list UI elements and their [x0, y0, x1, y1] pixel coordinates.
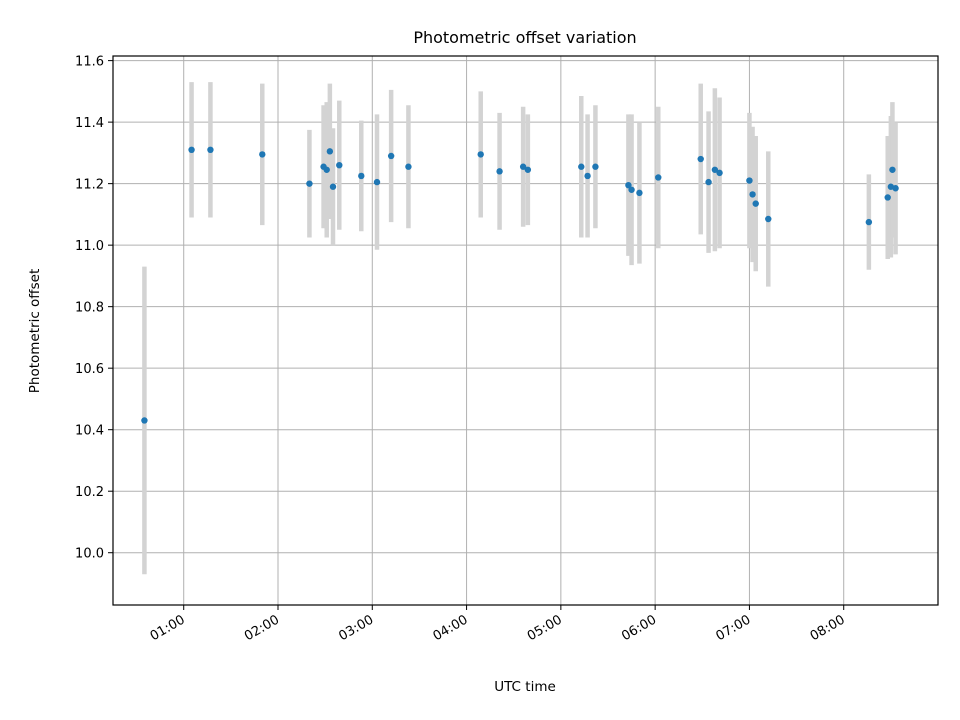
chart-title: Photometric offset variation	[413, 28, 636, 47]
data-point	[373, 178, 381, 186]
data-point	[519, 163, 527, 170]
x-tick-layer: 01:00 02:00 03:00 04:00 05:00 06:00 07:00 08:00	[148, 605, 848, 644]
x-tick-label: 03:00	[336, 612, 376, 644]
data-point	[752, 200, 759, 207]
data-point	[141, 417, 148, 424]
data-point	[496, 168, 503, 175]
y-tick-label: 10.2	[75, 485, 104, 500]
data-point	[329, 183, 337, 190]
data-point	[405, 163, 412, 170]
data-point	[387, 152, 395, 160]
x-tick-label: 05:00	[525, 612, 565, 644]
data-point	[711, 166, 719, 173]
y-axis-label: Photometric offset	[27, 269, 43, 393]
y-tick-label: 10.8	[75, 301, 104, 316]
data-point	[477, 151, 484, 158]
data-point	[323, 166, 330, 173]
data-point	[889, 166, 896, 173]
data-point	[636, 189, 643, 197]
data-point	[749, 191, 756, 198]
data-point	[892, 185, 899, 192]
data-point	[336, 161, 343, 169]
data-point	[865, 218, 873, 226]
y-tick-label: 11.2	[75, 178, 104, 193]
x-tick-label: 06:00	[619, 612, 659, 644]
data-point	[578, 163, 585, 170]
data-point	[358, 172, 365, 180]
x-tick-label: 08:00	[808, 612, 848, 644]
data-point	[705, 178, 712, 186]
grid-layer	[113, 56, 938, 605]
y-tick-label: 11.4	[75, 116, 104, 131]
data-point	[524, 166, 532, 173]
data-point	[207, 146, 214, 154]
data-point	[697, 155, 704, 163]
data-point	[765, 215, 772, 223]
data-point	[584, 172, 591, 180]
plot-frame	[112, 55, 939, 606]
data-point	[188, 146, 195, 154]
y-tick-label: 11.6	[75, 55, 104, 70]
data-point	[716, 169, 723, 177]
x-axis-label: UTC time	[494, 679, 556, 695]
y-tick-label: 10.0	[75, 547, 104, 562]
y-tick-label: 10.4	[75, 424, 104, 439]
data-point	[628, 186, 635, 193]
point-layer	[141, 146, 899, 424]
errorbar-layer	[142, 82, 898, 575]
x-tick-label: 04:00	[431, 612, 471, 644]
data-point	[884, 194, 891, 201]
data-point	[625, 181, 632, 189]
x-tick-label: 01:00	[148, 612, 188, 644]
x-tick-label: 02:00	[242, 612, 282, 644]
y-tick-layer: 10.0 10.2 10.4 10.6 10.8 11.0 11.2 11.4 11.6	[75, 55, 113, 562]
data-point	[592, 163, 599, 170]
data-point	[746, 177, 753, 184]
x-tick-label: 07:00	[713, 612, 753, 644]
y-tick-label: 11.0	[75, 239, 104, 254]
y-tick-label: 10.6	[75, 362, 104, 377]
data-point	[326, 148, 334, 155]
data-point	[259, 151, 266, 158]
data-point	[306, 180, 313, 187]
data-point	[655, 174, 662, 181]
